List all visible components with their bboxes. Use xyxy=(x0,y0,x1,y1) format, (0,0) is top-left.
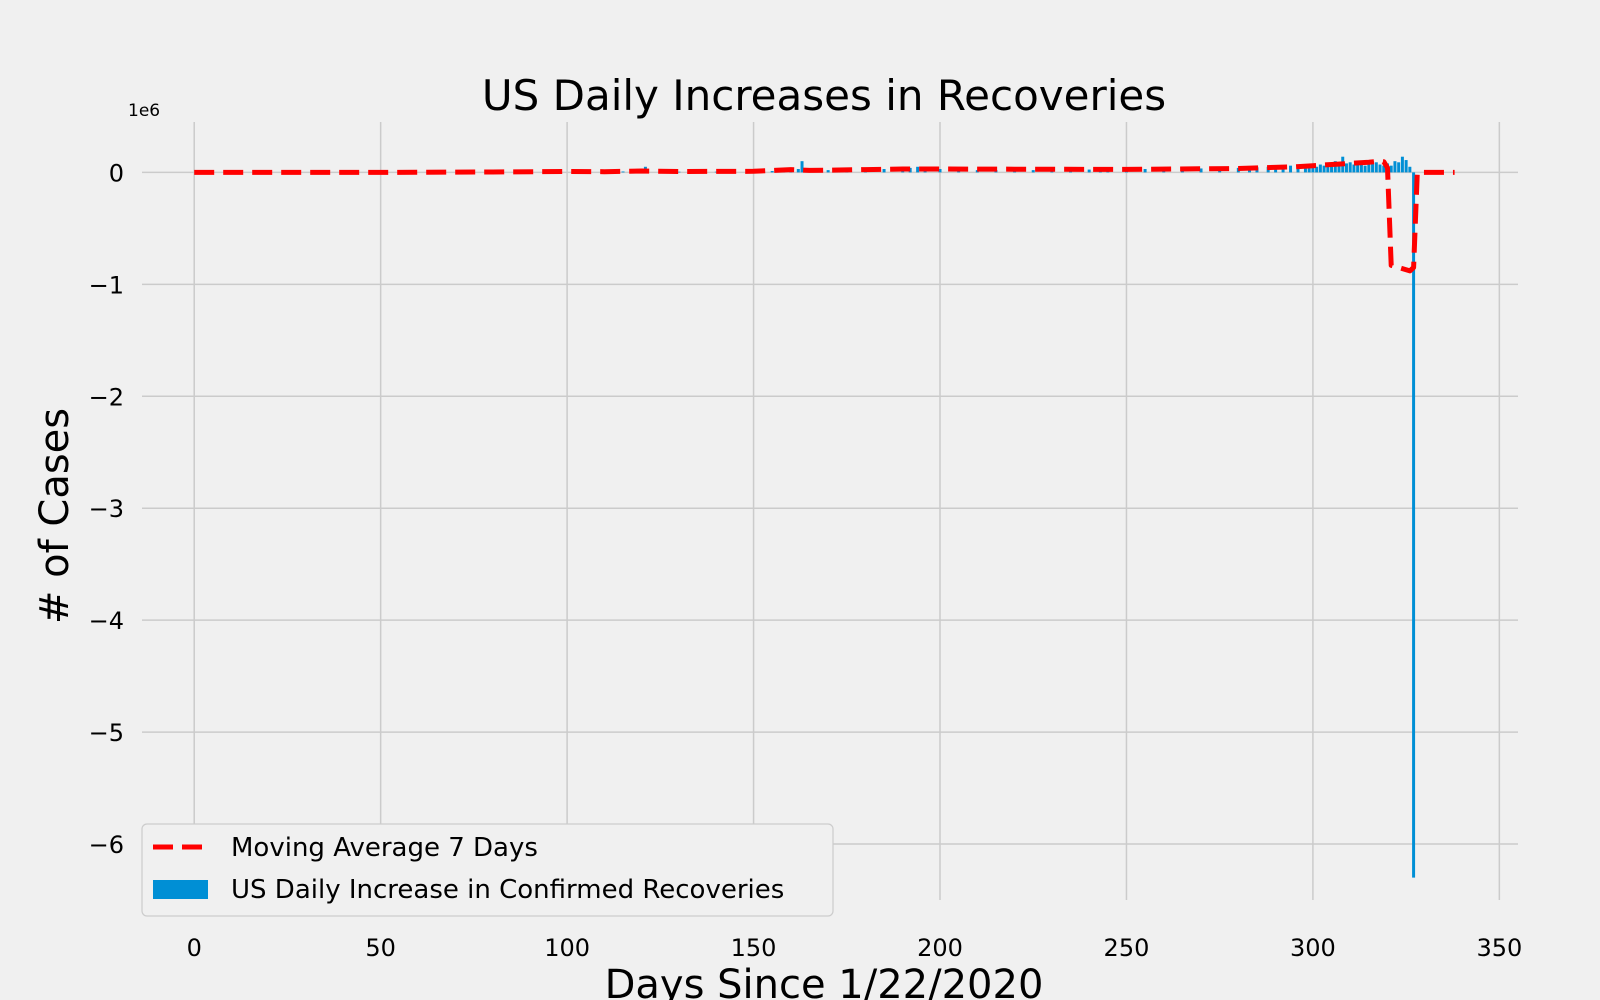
bar xyxy=(1296,166,1300,173)
tick-labels: 0 50 100 150 200 250 300 350 0 −1 −2 −3 −4 −5 −6 xyxy=(89,159,1523,962)
y-tick-label: 0 xyxy=(109,159,124,187)
x-tick-label: 300 xyxy=(1290,934,1336,962)
legend-bar-swatch xyxy=(153,880,208,899)
y-axis-label: # of Cases xyxy=(32,408,78,624)
bar xyxy=(1348,162,1352,173)
bar xyxy=(1087,169,1091,173)
y-tick-label: −3 xyxy=(89,495,124,523)
legend-box xyxy=(141,823,834,917)
legend: Moving Average 7 Days US Daily Increase … xyxy=(141,823,834,917)
bar xyxy=(1378,164,1382,173)
bar xyxy=(1318,164,1322,173)
bar xyxy=(677,171,681,173)
bar xyxy=(1307,164,1311,173)
bar xyxy=(1389,165,1393,173)
x-tick-label: 150 xyxy=(731,934,777,962)
bar xyxy=(1303,165,1307,173)
bar xyxy=(1363,165,1367,173)
x-tick-label: 100 xyxy=(544,934,590,962)
bar xyxy=(1393,161,1397,173)
x-tick-label: 250 xyxy=(1104,934,1150,962)
moving-average-line xyxy=(194,158,1455,274)
bar xyxy=(1143,169,1147,173)
legend-label-daily-increase: US Daily Increase in Confirmed Recoverie… xyxy=(231,875,784,905)
y-tick-label: −4 xyxy=(89,607,124,635)
bar xyxy=(1199,168,1203,173)
y-tick-label: −2 xyxy=(89,383,124,411)
bar xyxy=(1322,165,1326,173)
y-tick-label: −6 xyxy=(89,831,124,859)
bar xyxy=(1371,161,1375,173)
y-tick-label: −5 xyxy=(89,719,124,747)
bar xyxy=(1352,164,1356,173)
x-tick-label: 50 xyxy=(365,934,396,962)
legend-label-moving-average: Moving Average 7 Days xyxy=(231,833,538,863)
bar xyxy=(1374,162,1378,173)
bar xyxy=(1412,172,1416,878)
bar xyxy=(1404,160,1408,173)
bar xyxy=(1400,156,1404,173)
x-axis-label: Days Since 1/22/2020 xyxy=(605,962,1044,1000)
moving-average-series xyxy=(194,158,1455,274)
bar xyxy=(1382,165,1386,173)
x-tick-label: 0 xyxy=(187,934,202,962)
bar xyxy=(770,171,774,173)
bar xyxy=(1289,165,1293,173)
bar xyxy=(1315,166,1319,173)
bar xyxy=(938,169,942,173)
bar xyxy=(908,167,912,173)
x-tick-label: 200 xyxy=(917,934,963,962)
bar xyxy=(1311,165,1315,173)
x-tick-label: 350 xyxy=(1476,934,1522,962)
bar xyxy=(800,161,804,173)
bar xyxy=(796,169,800,173)
bar xyxy=(1337,163,1341,173)
bar xyxy=(916,166,920,173)
bar xyxy=(826,170,830,173)
y-offset-label: 1e6 xyxy=(128,101,160,121)
y-tick-label: −1 xyxy=(89,271,124,299)
bar xyxy=(1330,164,1334,173)
bar xyxy=(1356,163,1360,173)
bar xyxy=(1408,166,1412,173)
bar xyxy=(621,171,625,173)
bar xyxy=(1344,163,1348,173)
bar xyxy=(1367,163,1371,173)
bar xyxy=(882,169,886,173)
bar xyxy=(1359,162,1363,173)
bar xyxy=(1397,162,1401,173)
chart-title: US Daily Increases in Recoveries xyxy=(482,71,1166,120)
bar xyxy=(1031,170,1035,173)
bar xyxy=(1326,166,1330,173)
